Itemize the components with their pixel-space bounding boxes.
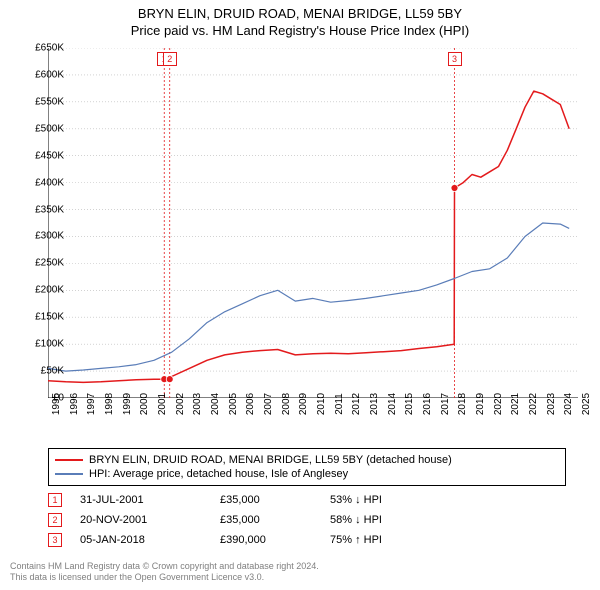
xtick-label: 2017 [440,393,451,415]
ytick-label: £600K [35,69,64,80]
xtick-label: 2000 [139,393,150,415]
xtick-label: 2007 [263,393,274,415]
events-table: 1 31-JUL-2001 £35,000 53% ↓ HPI 2 20-NOV… [48,490,552,550]
legend: BRYN ELIN, DRUID ROAD, MENAI BRIDGE, LL5… [48,448,566,486]
ytick-label: £350K [35,204,64,215]
title-block: BRYN ELIN, DRUID ROAD, MENAI BRIDGE, LL5… [0,0,600,38]
chart-event-marker: 3 [448,52,462,66]
xtick-label: 1998 [104,393,115,415]
title-line2: Price paid vs. HM Land Registry's House … [0,23,600,38]
event-marker-0: 1 [48,493,62,507]
legend-swatch-1 [55,473,83,475]
event-marker-2: 3 [48,533,62,547]
event-row-0: 1 31-JUL-2001 £35,000 53% ↓ HPI [48,490,552,510]
xtick-label: 2009 [298,393,309,415]
xtick-label: 2008 [281,393,292,415]
xtick-label: 2020 [493,393,504,415]
xtick-label: 2003 [192,393,203,415]
xtick-label: 2019 [475,393,486,415]
xtick-label: 2025 [581,393,592,415]
xtick-label: 2002 [175,393,186,415]
xtick-label: 2021 [510,393,521,415]
footer-line1: Contains HM Land Registry data © Crown c… [10,561,319,573]
event-date-2: 05-JAN-2018 [80,534,220,546]
xtick-label: 2010 [316,393,327,415]
xtick-label: 1995 [51,393,62,415]
event-pct-1: 58% ↓ HPI [330,514,440,526]
legend-label-0: BRYN ELIN, DRUID ROAD, MENAI BRIDGE, LL5… [89,454,452,466]
ytick-label: £250K [35,258,64,269]
xtick-label: 2006 [245,393,256,415]
ytick-label: £150K [35,312,64,323]
ytick-label: £300K [35,231,64,242]
legend-row-1: HPI: Average price, detached house, Isle… [55,467,559,481]
xtick-label: 2012 [351,393,362,415]
ytick-label: £200K [35,285,64,296]
legend-swatch-0 [55,459,83,461]
ytick-label: £450K [35,150,64,161]
footer-line2: This data is licensed under the Open Gov… [10,572,319,584]
event-row-1: 2 20-NOV-2001 £35,000 58% ↓ HPI [48,510,552,530]
legend-row-0: BRYN ELIN, DRUID ROAD, MENAI BRIDGE, LL5… [55,453,559,467]
xtick-label: 2018 [457,393,468,415]
xtick-label: 2023 [546,393,557,415]
event-row-2: 3 05-JAN-2018 £390,000 75% ↑ HPI [48,530,552,550]
event-date-0: 31-JUL-2001 [80,494,220,506]
event-price-2: £390,000 [220,534,330,546]
ytick-label: £50K [41,366,64,377]
xtick-label: 2014 [387,393,398,415]
xtick-label: 2004 [210,393,221,415]
ytick-label: £100K [35,339,64,350]
chart-svg [48,48,578,398]
chart-event-marker: 2 [163,52,177,66]
xtick-label: 1996 [69,393,80,415]
event-date-1: 20-NOV-2001 [80,514,220,526]
xtick-label: 2022 [528,393,539,415]
xtick-label: 2024 [563,393,574,415]
xtick-label: 2011 [334,393,345,415]
xtick-label: 2013 [369,393,380,415]
chart-container: BRYN ELIN, DRUID ROAD, MENAI BRIDGE, LL5… [0,0,600,590]
footer: Contains HM Land Registry data © Crown c… [10,561,319,584]
event-pct-0: 53% ↓ HPI [330,494,440,506]
xtick-label: 2016 [422,393,433,415]
event-price-0: £35,000 [220,494,330,506]
ytick-label: £650K [35,43,64,54]
title-line1: BRYN ELIN, DRUID ROAD, MENAI BRIDGE, LL5… [0,6,600,21]
legend-label-1: HPI: Average price, detached house, Isle… [89,468,348,480]
ytick-label: £550K [35,96,64,107]
xtick-label: 2015 [404,393,415,415]
xtick-label: 1999 [122,393,133,415]
ytick-label: £400K [35,177,64,188]
event-pct-2: 75% ↑ HPI [330,534,440,546]
event-price-1: £35,000 [220,514,330,526]
event-marker-1: 2 [48,513,62,527]
xtick-label: 2001 [157,393,168,415]
ytick-label: £500K [35,123,64,134]
xtick-label: 1997 [86,393,97,415]
xtick-label: 2005 [228,393,239,415]
